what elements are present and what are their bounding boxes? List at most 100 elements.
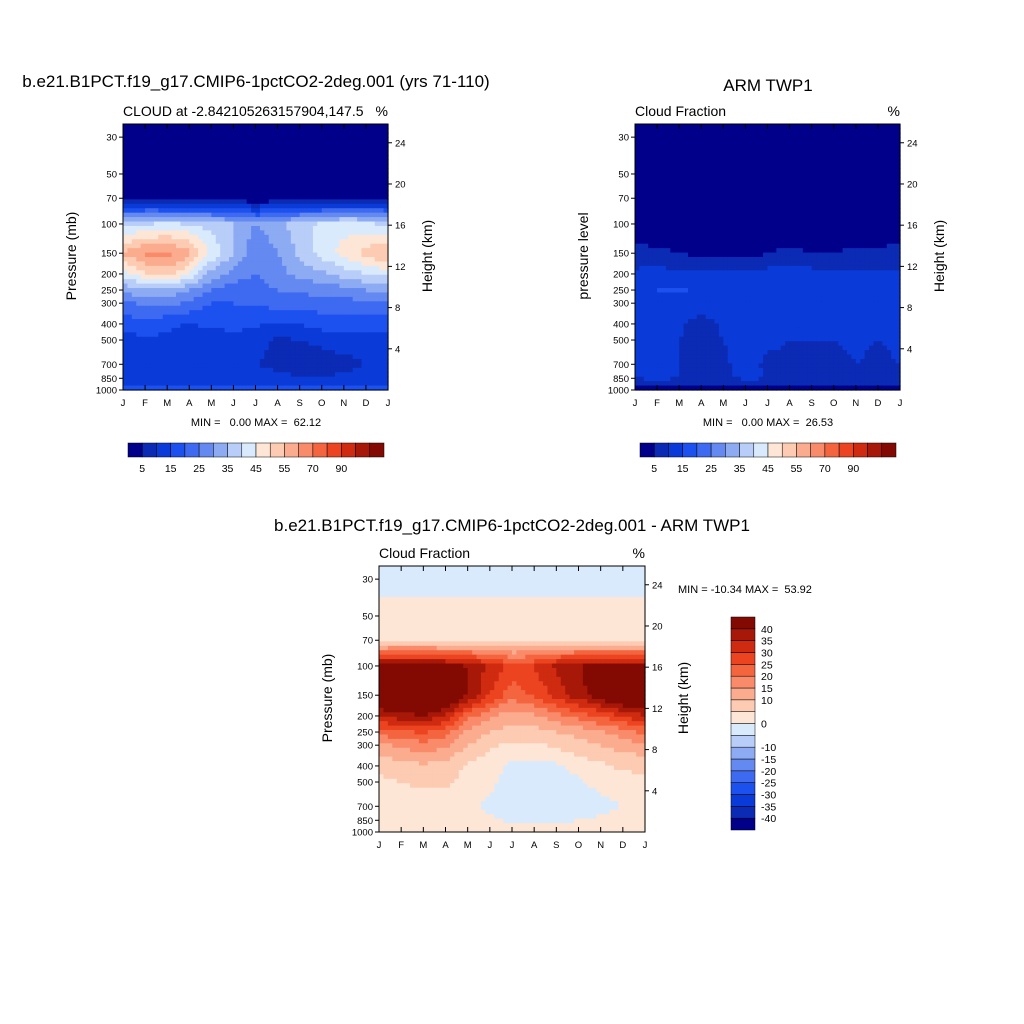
contour-cell [167, 288, 173, 294]
contour-cell [184, 186, 190, 192]
contour-cell [326, 274, 332, 280]
contour-cell [282, 288, 288, 294]
contour-cell [206, 212, 212, 218]
contour-cell [365, 124, 371, 130]
contour-cell [308, 372, 314, 378]
contour-cell [131, 190, 137, 196]
contour-cell [251, 341, 257, 347]
contour-cell [710, 132, 716, 138]
contour-cell [789, 186, 795, 192]
contour-cell [184, 323, 190, 329]
contour-cell [357, 261, 363, 267]
contour-cell [851, 141, 857, 147]
contour-cell [811, 177, 817, 183]
contour-cell [145, 341, 151, 347]
contour-cell [136, 208, 142, 214]
contour-cell [895, 172, 901, 178]
contour-cell [701, 155, 707, 161]
contour-cell [869, 137, 875, 143]
contour-cell [259, 146, 265, 152]
contour-cell [211, 261, 217, 267]
contour-cell [780, 128, 786, 134]
contour-cell [869, 186, 875, 192]
contour-cell [343, 181, 349, 187]
contour-cell [202, 150, 208, 156]
contour-cell [233, 168, 239, 174]
contour-cell [233, 225, 239, 231]
contour-cell [798, 177, 804, 183]
contour-cell [246, 301, 252, 307]
contour-cell [710, 199, 716, 205]
contour-cell [308, 177, 314, 183]
contour-cell [198, 341, 204, 347]
contour-cell [220, 239, 226, 245]
contour-cell [365, 212, 371, 218]
contour-cell [273, 124, 279, 130]
contour-cell [273, 332, 279, 338]
contour-cell [153, 239, 159, 245]
contour-cell [829, 124, 835, 130]
contour-cell [242, 243, 248, 249]
contour-cell [326, 332, 332, 338]
contour-cell [330, 243, 336, 249]
contour-cell [242, 190, 248, 196]
contour-cell [259, 350, 265, 356]
contour-cell [171, 243, 177, 249]
contour-cell [357, 358, 363, 364]
contour-cell [220, 190, 226, 196]
contour-cell [683, 155, 689, 161]
contour-cell [153, 225, 159, 231]
contour-cell [246, 230, 252, 236]
contour-cell [674, 124, 680, 130]
contour-cell [290, 279, 296, 285]
panel-1-colorbar: 5 15 25 35 45 55 70 90 [127, 442, 385, 475]
contour-cell [206, 265, 212, 271]
contour-cell [370, 274, 376, 280]
contour-cell [202, 252, 208, 258]
contour-cell [780, 172, 786, 178]
contour-cell [290, 288, 296, 294]
contour-cell [162, 150, 168, 156]
contour-cell [131, 288, 137, 294]
contour-cell [259, 217, 265, 223]
contour-cell [741, 172, 747, 178]
contour-cell [352, 314, 358, 320]
contour-cell [847, 132, 853, 138]
contour-cell [176, 367, 182, 373]
contour-cell [670, 186, 676, 192]
contour-cell [696, 146, 702, 152]
contour-cell [361, 221, 367, 227]
contour-cell [723, 186, 729, 192]
contour-cell [732, 190, 738, 196]
contour-cell [758, 194, 764, 200]
contour-cell [383, 181, 389, 187]
contour-cell [864, 212, 870, 218]
contour-cell [193, 363, 199, 369]
contour-cell [352, 221, 358, 227]
contour-cell [339, 212, 345, 218]
contour-cell [657, 181, 663, 187]
contour-cell [357, 190, 363, 196]
contour-cell [370, 341, 376, 347]
contour-cell [860, 137, 866, 143]
contour-cell [763, 150, 769, 156]
contour-cell [224, 376, 230, 382]
contour-cell [679, 137, 685, 143]
contour-cell [379, 186, 385, 192]
contour-cell [229, 234, 235, 240]
contour-cell [330, 327, 336, 333]
contour-cell [206, 279, 212, 285]
contour-cell [131, 141, 137, 147]
contour-cell [361, 274, 367, 280]
contour-cell [785, 181, 791, 187]
contour-cell [206, 283, 212, 289]
contour-cell [251, 363, 257, 369]
contour-cell [317, 270, 323, 276]
contour-cell [299, 186, 305, 192]
contour-cell [145, 372, 151, 378]
contour-cell [723, 212, 729, 218]
contour-cell [869, 155, 875, 161]
contour-cell [308, 128, 314, 134]
contour-cell [308, 168, 314, 174]
